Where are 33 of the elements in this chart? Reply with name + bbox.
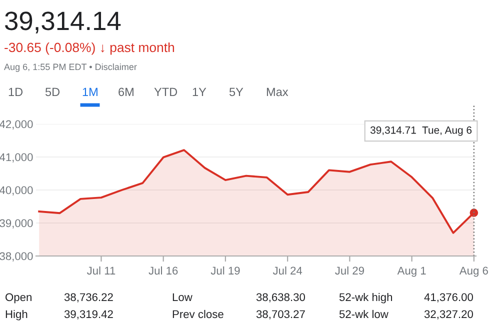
text: Aug 6, 1:55 PM EDT • Disclaimer xyxy=(4,63,137,72)
chart-subtitle: -30.65 (-0.08%) ↓ past month xyxy=(4,42,174,55)
x-tick-label: Jul 24 xyxy=(272,266,302,275)
text: 52-wk high xyxy=(339,292,392,304)
text: YTD xyxy=(154,88,178,96)
x-tick-label: Jul 16 xyxy=(148,266,178,275)
text: 5D xyxy=(45,88,60,96)
text: Prev close xyxy=(172,310,224,318)
text: 39,319.42 xyxy=(64,310,113,320)
text: 38,736.22 xyxy=(64,293,113,302)
x-tick-label: Aug 1 xyxy=(397,266,426,277)
text: 38,703.27 xyxy=(256,310,305,320)
text: 38,638.30 xyxy=(256,293,305,302)
x-tick-label: Aug 6 xyxy=(459,266,488,277)
text: Max xyxy=(266,88,288,96)
text: 41,376.00 xyxy=(424,293,473,302)
annotation: 39,314.71 Tue, Aug 6 xyxy=(370,126,472,136)
text: Low xyxy=(172,293,192,302)
text: Open xyxy=(6,293,32,304)
x-tick-label: Jul 19 xyxy=(210,266,240,275)
text: High xyxy=(6,310,28,320)
text: 6M xyxy=(118,88,134,96)
text: 1M xyxy=(82,88,98,96)
text: 52-wk low xyxy=(339,310,388,318)
chart-title: 39,314.14 xyxy=(5,12,121,34)
y-tick-label: 38,000 xyxy=(0,252,33,262)
text: 32,327.20 xyxy=(424,310,473,320)
text: 1D xyxy=(8,88,23,96)
text: 1Y xyxy=(192,88,206,96)
x-tick-label: Jul 29 xyxy=(335,266,364,275)
y-tick-label: 39,000 xyxy=(0,219,33,228)
x-tick-label: Jul 11 xyxy=(86,266,116,275)
text: 5Y xyxy=(229,88,244,96)
